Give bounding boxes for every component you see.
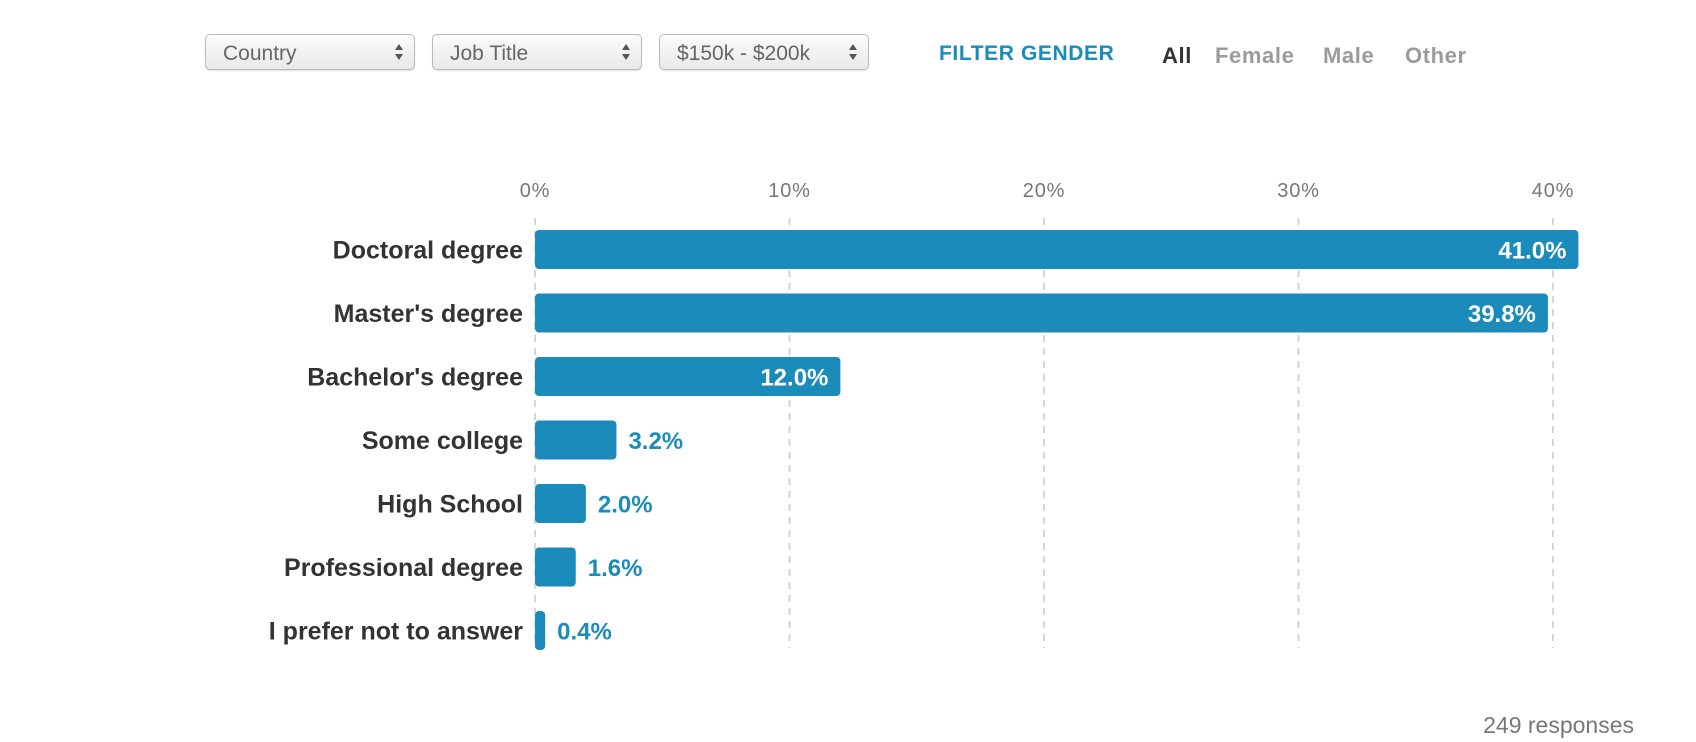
x-tick-label: 40% (1532, 180, 1574, 202)
job-title-select[interactable]: Job Title (432, 34, 642, 70)
select-arrows-icon (621, 40, 631, 64)
select-arrows-icon (848, 40, 858, 64)
bar (535, 293, 1548, 333)
filter-bar: Country Job Title $150k - $200k FILTER G… (205, 34, 1505, 74)
value-label: 2.0% (598, 492, 653, 519)
salary-select-value: $150k - $200k (677, 42, 811, 65)
category-label: I prefer not to answer (269, 618, 523, 646)
bar (535, 420, 617, 460)
category-label: Bachelor's degree (307, 364, 523, 392)
value-label: 41.0% (1498, 238, 1566, 265)
filter-gender-label: FILTER GENDER (939, 42, 1115, 65)
select-arrows-icon (394, 40, 404, 64)
job-title-select-value: Job Title (450, 42, 529, 65)
value-label: 3.2% (628, 428, 683, 455)
gender-option-other[interactable]: Other (1405, 43, 1467, 68)
value-label: 1.6% (588, 555, 643, 582)
bar (535, 230, 1579, 269)
value-label: 0.4% (557, 619, 612, 646)
x-tick-label: 0% (520, 180, 551, 202)
category-label: Doctoral degree (333, 237, 523, 265)
response-count: 249 responses (1483, 712, 1634, 738)
x-tick-label: 10% (768, 180, 810, 202)
category-label: Professional degree (284, 554, 523, 582)
bar (535, 357, 841, 396)
country-select-value: Country (223, 42, 297, 65)
salary-select[interactable]: $150k - $200k (659, 34, 869, 70)
category-label: Master's degree (334, 300, 523, 328)
value-label: 12.0% (760, 365, 828, 392)
country-select[interactable]: Country (205, 34, 415, 70)
category-label: High School (377, 491, 523, 519)
category-label: Some college (362, 427, 523, 455)
x-tick-label: 20% (1023, 180, 1065, 202)
bar (535, 611, 546, 650)
x-tick-label: 30% (1277, 180, 1319, 202)
gender-option-female[interactable]: Female (1215, 43, 1295, 68)
bar (535, 484, 586, 523)
bar (535, 547, 576, 587)
gender-option-male[interactable]: Male (1323, 43, 1375, 68)
gender-option-all[interactable]: All (1162, 43, 1192, 68)
value-label: 39.8% (1468, 301, 1536, 328)
